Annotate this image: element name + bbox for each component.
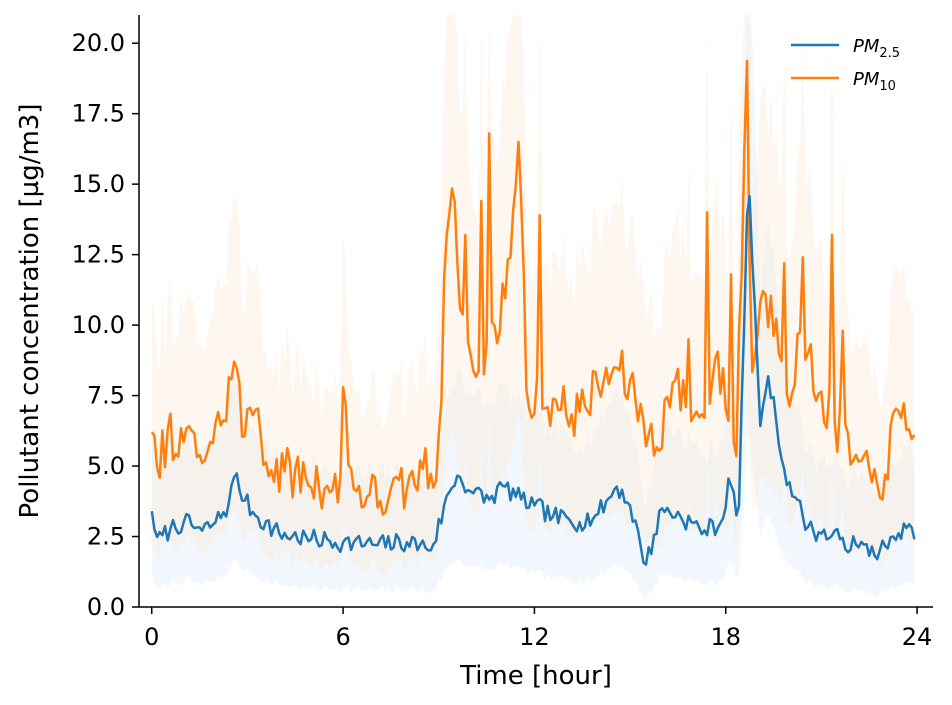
line-series-0 (150, 195, 916, 566)
lines-layer (150, 59, 916, 566)
y-tick-label: 0.0 (87, 593, 125, 621)
band-series-0 (151, 15, 915, 600)
y-tick-label: 7.5 (87, 382, 125, 410)
line-series-1 (150, 59, 916, 516)
x-tick-label: 0 (144, 623, 159, 651)
y-tick-label: 5.0 (87, 452, 125, 480)
legend-label-pm25-sub: 2.5 (879, 46, 900, 61)
legend-label-pm10: PM10 (853, 69, 896, 94)
legend-label-pm10-sub: 10 (879, 79, 896, 94)
y-tick-label: 17.5 (72, 100, 125, 128)
y-tick-label: 2.5 (87, 523, 125, 551)
y-ticks: 0.0 2.5 5.0 7.5 10.0 12.5 15.0 17.5 20.0 (72, 29, 139, 621)
y-tick-label: 12.5 (72, 241, 125, 269)
x-axis-label: Time [hour] (459, 661, 612, 691)
y-tick-label: 10.0 (72, 311, 125, 339)
legend-label-pm25: PM2.5 (853, 36, 900, 61)
x-ticks: 0 6 12 18 24 (144, 607, 932, 651)
legend: PM2.5 PM10 (791, 36, 900, 94)
x-tick-label: 24 (902, 623, 933, 651)
y-tick-label: 20.0 (72, 29, 125, 57)
x-tick-label: 6 (335, 623, 350, 651)
x-tick-label: 12 (519, 623, 550, 651)
y-axis-label: Pollutant concentration [µg/m3] (15, 104, 45, 519)
x-tick-label: 18 (710, 623, 741, 651)
band-series-1 (151, 15, 915, 577)
legend-label-pm25-main: PM (853, 36, 880, 57)
y-tick-label: 15.0 (72, 170, 125, 198)
legend-label-pm10-main: PM (853, 69, 880, 90)
